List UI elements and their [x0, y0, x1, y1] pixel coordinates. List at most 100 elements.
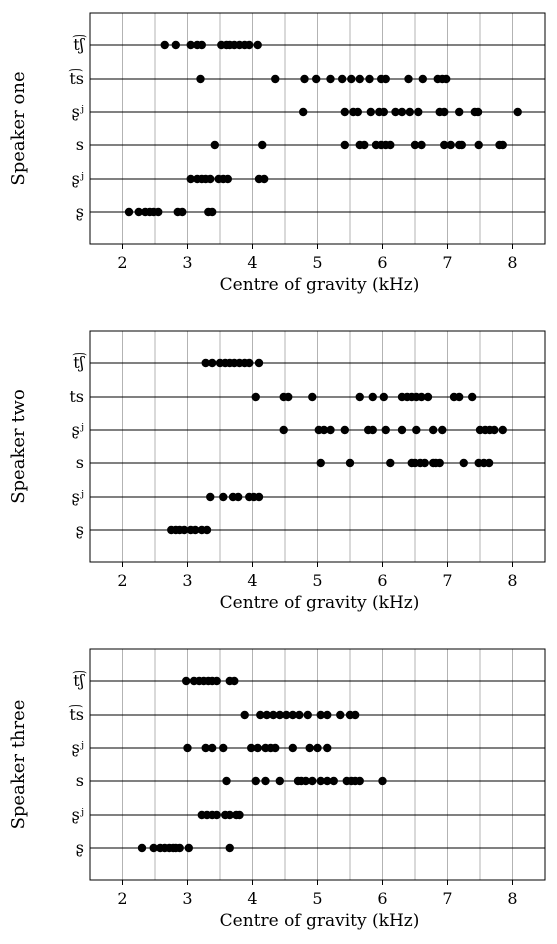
data-point: [300, 74, 309, 84]
data-point: [319, 425, 329, 435]
data-point: [275, 776, 284, 786]
data-point: [326, 425, 335, 435]
data-point: [446, 140, 455, 150]
data-point: [405, 107, 414, 117]
data-point: [186, 174, 195, 184]
data-point: [490, 425, 499, 435]
data-point: [435, 458, 444, 468]
x-tick-label: 6: [377, 253, 387, 272]
data-point: [261, 776, 270, 786]
data-point: [258, 140, 267, 150]
data-point: [365, 74, 374, 84]
x-tick-label: 2: [117, 253, 127, 272]
category-label: s: [76, 135, 84, 154]
data-point: [366, 107, 375, 117]
data-point: [414, 107, 423, 117]
data-point: [254, 492, 264, 502]
data-point: [429, 425, 438, 435]
data-point: [351, 710, 360, 720]
data-point: [323, 710, 332, 720]
data-point: [368, 425, 377, 435]
data-point: [299, 107, 308, 117]
data-point: [201, 743, 210, 753]
data-point: [222, 776, 231, 786]
data-point: [329, 776, 338, 786]
data-point: [180, 525, 189, 535]
data-point: [183, 743, 192, 753]
data-point: [178, 207, 187, 217]
data-point: [191, 525, 200, 535]
data-point: [498, 140, 507, 150]
data-point: [206, 492, 215, 502]
category-label: t͡ʃ: [72, 352, 88, 372]
data-point: [379, 107, 388, 117]
data-point: [313, 743, 322, 753]
data-point: [284, 392, 293, 402]
data-point: [347, 74, 356, 84]
category-label: ʂʲ: [72, 805, 84, 824]
data-point: [282, 710, 291, 720]
category-label: ʂʲ: [72, 102, 84, 121]
data-point: [134, 207, 143, 217]
data-point: [253, 40, 262, 50]
data-point: [271, 743, 280, 753]
y-axis-label: Speaker two: [8, 389, 29, 504]
data-point: [251, 776, 260, 786]
x-tick-label: 5: [312, 253, 322, 272]
data-point: [397, 107, 407, 117]
data-point: [418, 74, 427, 84]
data-point: [484, 458, 494, 468]
data-point: [196, 74, 205, 84]
data-point: [417, 140, 426, 150]
data-point: [288, 743, 297, 753]
category-label: ʂʲ: [72, 420, 84, 439]
data-point: [186, 40, 195, 50]
data-point: [323, 776, 332, 786]
category-label: t͡s: [68, 704, 84, 724]
data-point: [345, 458, 355, 468]
data-point: [247, 743, 256, 753]
category-label: ʂ: [76, 838, 84, 857]
data-point: [316, 776, 325, 786]
category-label: ts: [69, 387, 84, 406]
chart-panel-2: t͡ʃ ts ʂʲ s ʂʲ ʂ 2 3 4 5 6 7 8 Centre of gravity (kHz…: [8, 330, 546, 613]
data-point: [379, 392, 388, 402]
x-tick-label: 4: [247, 571, 257, 590]
data-point: [381, 74, 390, 84]
data-point: [262, 710, 271, 720]
x-axis-label: Centre of gravity (kHz): [220, 593, 420, 613]
data-point: [459, 458, 468, 468]
data-point: [442, 74, 451, 84]
x-tick-label: 7: [442, 889, 452, 908]
data-point: [210, 140, 219, 150]
data-point: [316, 458, 325, 468]
x-tick-label: 3: [182, 253, 192, 272]
data-point: [410, 140, 420, 150]
data-point: [326, 74, 335, 84]
data-point: [154, 207, 163, 217]
data-point: [303, 710, 312, 720]
data-point: [455, 107, 464, 117]
data-point: [245, 40, 254, 50]
x-tick-label: 2: [117, 889, 127, 908]
data-point: [137, 843, 147, 853]
x-tick-label: 2: [117, 571, 127, 590]
chart-panel-1: t͡ʃ t͡s ʂʲ s ʂʲ ʂ 2 3 4 5 6 7 8 Centre of gravity (kH…: [8, 12, 546, 295]
data-point: [308, 776, 317, 786]
data-point: [182, 676, 191, 686]
category-label: s: [76, 771, 84, 790]
data-point: [397, 425, 407, 435]
category-label: t͡s: [68, 68, 84, 88]
category-label: t͡ʃ: [72, 34, 88, 54]
data-point: [360, 140, 369, 150]
data-point: [288, 710, 297, 720]
data-point: [253, 743, 262, 753]
data-point: [160, 40, 169, 50]
data-point: [208, 358, 217, 368]
data-point: [212, 676, 221, 686]
data-point: [513, 107, 522, 117]
data-point: [312, 74, 321, 84]
data-point: [234, 492, 243, 502]
data-point: [235, 810, 244, 820]
